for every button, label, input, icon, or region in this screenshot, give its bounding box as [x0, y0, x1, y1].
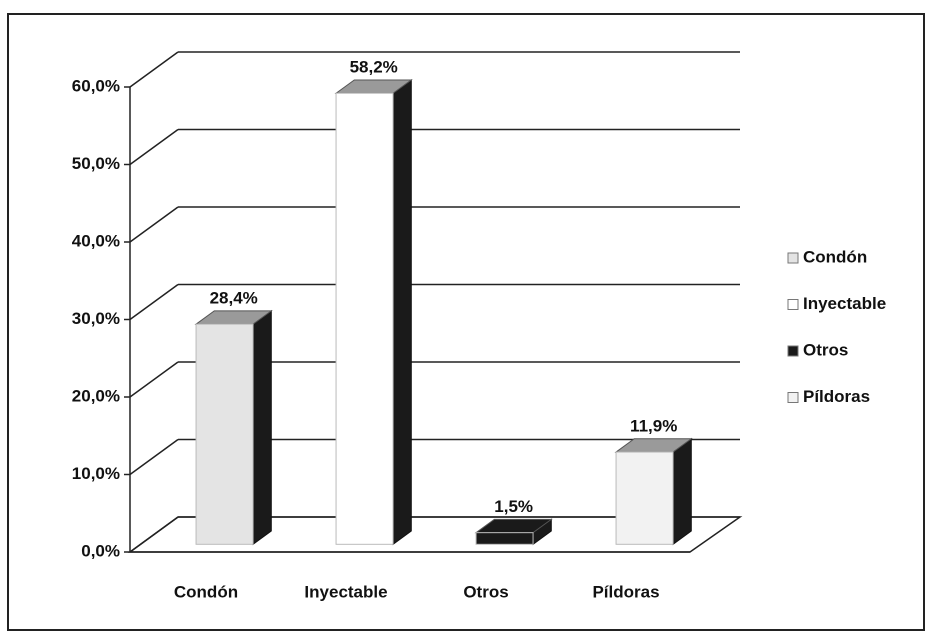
side-grid-line [129, 283, 179, 321]
x-tick-label: Otros [463, 582, 508, 601]
side-grid-line [129, 206, 179, 243]
y-tick-label: 60,0% [72, 76, 120, 95]
bar-side [392, 78, 412, 546]
bar-side [252, 309, 272, 546]
legend-swatch [787, 392, 799, 403]
legend-label: Píldoras [803, 387, 870, 406]
side-grid-line [129, 516, 179, 553]
data-label: 11,9% [630, 416, 677, 435]
x-tick-label: Inyectable [304, 582, 387, 601]
y-tick-label: 20,0% [72, 386, 120, 405]
legend-label: Inyectable [803, 294, 886, 313]
data-label: 28,4% [210, 288, 258, 307]
bar [335, 92, 394, 545]
legend-swatch [787, 299, 799, 310]
y-tick-label: 40,0% [72, 231, 120, 250]
legend-label: Condón [803, 247, 867, 266]
bar [195, 323, 254, 545]
bar [475, 532, 534, 545]
side-grid-line [129, 361, 179, 398]
bar-side [672, 437, 692, 546]
data-label: 58,2% [350, 57, 398, 76]
legend-swatch [787, 252, 799, 264]
y-tick-label: 0,0% [81, 541, 120, 560]
x-tick-label: Píldoras [592, 582, 659, 601]
side-grid-line [129, 51, 179, 88]
side-grid-line [129, 438, 179, 476]
legend-label: Otros [803, 340, 848, 359]
side-grid-line [129, 128, 179, 166]
data-label: 1,5% [494, 497, 533, 516]
y-tick-label: 30,0% [72, 309, 120, 328]
y-tick-label: 50,0% [72, 154, 120, 173]
bar [615, 451, 674, 545]
x-tick-label: Condón [174, 582, 238, 601]
legend-swatch [787, 345, 799, 357]
y-tick-label: 10,0% [72, 464, 120, 483]
